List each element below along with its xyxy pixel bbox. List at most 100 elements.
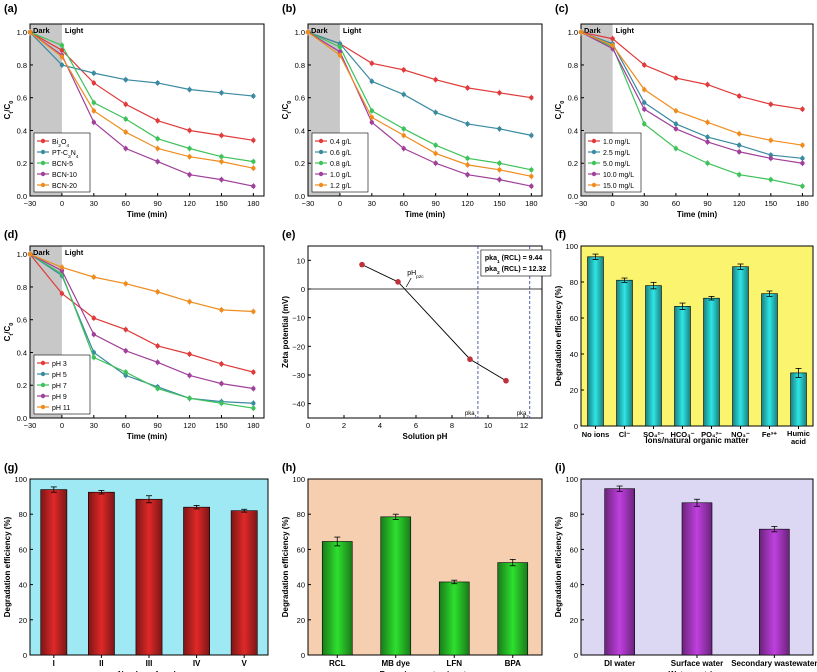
- bar: [380, 516, 412, 656]
- data-point: [123, 77, 128, 82]
- data-point: [395, 279, 401, 285]
- pzc-label: pHpzc: [407, 270, 424, 280]
- y-tick-label: 20: [297, 616, 305, 625]
- bar: [761, 293, 778, 427]
- data-point: [219, 177, 224, 182]
- data-point: [187, 154, 192, 159]
- x-tick-label: 0: [306, 421, 310, 430]
- bar: [497, 562, 529, 656]
- data-point: [187, 396, 192, 401]
- data-point: [251, 183, 256, 189]
- category-label: BPA: [505, 659, 522, 668]
- legend-entry: 1.0 g/L: [330, 172, 352, 179]
- text-part: N: [71, 150, 76, 157]
- y-tick-label: 80: [297, 510, 305, 519]
- bar: [645, 285, 662, 427]
- bar: [230, 510, 258, 656]
- plot-background: [581, 246, 813, 426]
- data-point: [369, 108, 375, 114]
- series-line-2: [307, 31, 532, 171]
- y-tick-label: 0: [301, 651, 305, 660]
- y-tick-label: −40: [292, 400, 305, 409]
- data-point: [123, 281, 128, 286]
- category-label: I: [53, 659, 55, 668]
- x-tick-label: 0: [611, 199, 615, 208]
- y-tick-label: 0.6: [295, 94, 305, 103]
- light-label: Light: [65, 26, 84, 35]
- y-tick-label: 80: [19, 510, 27, 519]
- y-tick-label: 0: [574, 651, 578, 660]
- legend-entry: 1.0 mg/L: [603, 139, 630, 146]
- data-point: [337, 52, 343, 58]
- y-tick-label: 100: [565, 475, 578, 484]
- text-part: C: [554, 113, 563, 119]
- panel-label: (e): [282, 229, 296, 241]
- data-point: [467, 356, 473, 363]
- data-point: [187, 299, 192, 304]
- data-point: [155, 386, 160, 391]
- y-tick-label: 0.8: [17, 61, 27, 70]
- text-part: C: [281, 113, 290, 119]
- x-tick-label: −30: [24, 421, 37, 430]
- data-point: [465, 162, 470, 168]
- category-label: NO₃⁻: [731, 430, 750, 439]
- panel-label: (f): [555, 229, 566, 241]
- data-point: [768, 152, 774, 158]
- series-line-4: [307, 31, 532, 177]
- text-part: 0: [287, 101, 293, 104]
- y-tick-label: 0: [574, 422, 578, 431]
- data-point: [642, 87, 647, 92]
- y-axis-label: Degradation efficiency (%): [554, 285, 563, 386]
- text-part: t: [9, 112, 15, 114]
- x-tick-label: 180: [525, 199, 538, 208]
- y-tick-label: 0.6: [17, 316, 27, 325]
- data-point: [673, 146, 679, 151]
- x-tick-label: 180: [796, 199, 809, 208]
- legend-entry: BCN-5: [52, 161, 73, 168]
- data-point: [800, 156, 805, 161]
- text-part: 2: [526, 414, 529, 419]
- data-point: [251, 309, 256, 314]
- data-point: [305, 29, 311, 35]
- data-point: [155, 136, 160, 141]
- y-tick-label: 40: [570, 581, 578, 590]
- data-point: [705, 82, 710, 87]
- y-tick-label: 0.8: [17, 283, 27, 292]
- data-point: [529, 133, 534, 138]
- text-part: 1: [497, 259, 500, 265]
- legend-entry: 10.0 mg/L: [603, 172, 634, 179]
- y-tick-label: 1.0: [17, 250, 27, 259]
- text-part: t: [560, 112, 566, 114]
- data-point: [768, 177, 774, 182]
- text-part: 0: [560, 101, 566, 104]
- text-part: pH: [407, 270, 416, 277]
- data-point: [673, 75, 679, 81]
- category-label: Cl⁻: [619, 430, 631, 439]
- data-point: [337, 44, 343, 50]
- text-part: /C: [3, 326, 12, 334]
- text-part: /C: [554, 104, 563, 112]
- y-tick-label: 40: [297, 581, 305, 590]
- y-tick-label: 40: [19, 581, 27, 590]
- panel-b: Dark Light −30 0 30 60 90 120 150 180 0.0 0.2 0.4 0.6…: [281, 3, 543, 219]
- bar: [732, 266, 749, 427]
- legend-entry: Bi2O4: [52, 139, 69, 149]
- y-tick-label: 0.0: [295, 192, 305, 201]
- panel-label: (i): [555, 462, 566, 474]
- category-label: SO₄²⁻: [643, 430, 664, 439]
- dark-label: Dark: [33, 26, 51, 35]
- y-tick-label: −20: [292, 342, 305, 351]
- text-part: 1: [475, 414, 478, 419]
- text-part: 3: [68, 154, 71, 160]
- legend-swatch-marker: [318, 182, 324, 188]
- legend-entry: 15.0 mg/L: [603, 183, 634, 190]
- x-tick-label: 12: [520, 421, 528, 430]
- x-tick-label: 60: [400, 199, 408, 208]
- x-tick-label: 10: [484, 421, 492, 430]
- pka1-axis-label: pka1: [465, 411, 478, 419]
- data-point: [497, 177, 502, 182]
- legend-swatch-marker: [591, 171, 597, 177]
- data-point: [497, 161, 502, 166]
- data-point: [465, 121, 470, 127]
